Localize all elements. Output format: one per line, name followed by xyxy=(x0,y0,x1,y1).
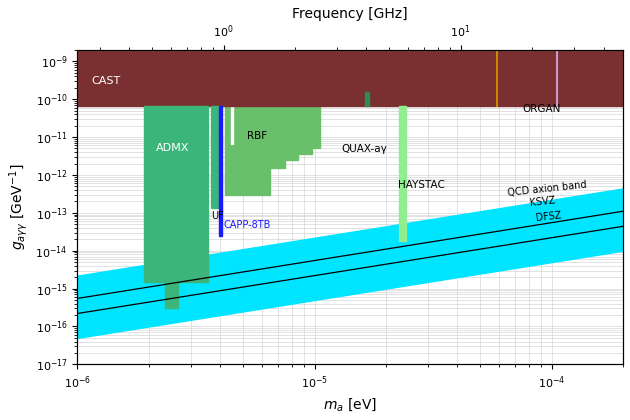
Bar xyxy=(231,106,234,144)
Bar xyxy=(312,106,319,148)
Bar xyxy=(365,92,369,106)
Bar xyxy=(298,106,312,154)
Text: KSVZ: KSVZ xyxy=(529,196,556,208)
Bar xyxy=(166,282,178,308)
Text: RBF: RBF xyxy=(247,131,267,141)
Bar xyxy=(285,106,298,160)
Text: DFSZ: DFSZ xyxy=(535,210,562,223)
Bar xyxy=(225,144,270,195)
Bar xyxy=(211,106,220,208)
Text: HAYSTAC: HAYSTAC xyxy=(398,180,445,190)
Bar xyxy=(225,106,234,144)
Text: ORGAN: ORGAN xyxy=(522,104,561,114)
Text: ADMX: ADMX xyxy=(156,143,190,153)
Y-axis label: $g_{a\gamma\gamma}$ [GeV$^{-1}$]: $g_{a\gamma\gamma}$ [GeV$^{-1}$] xyxy=(7,164,30,250)
Text: CAST: CAST xyxy=(92,76,121,86)
Text: CAPP-8TB: CAPP-8TB xyxy=(223,220,271,230)
Text: QCD axion band: QCD axion band xyxy=(507,179,587,198)
Bar xyxy=(144,106,208,282)
X-axis label: Frequency [GHz]: Frequency [GHz] xyxy=(292,7,408,21)
X-axis label: $m_a$ [eV]: $m_a$ [eV] xyxy=(323,396,377,413)
Bar xyxy=(270,106,285,168)
Text: QUAX-aγ: QUAX-aγ xyxy=(341,144,387,154)
Text: UF: UF xyxy=(212,211,224,221)
Bar xyxy=(219,106,222,236)
Bar xyxy=(234,106,270,144)
Bar xyxy=(399,106,406,241)
